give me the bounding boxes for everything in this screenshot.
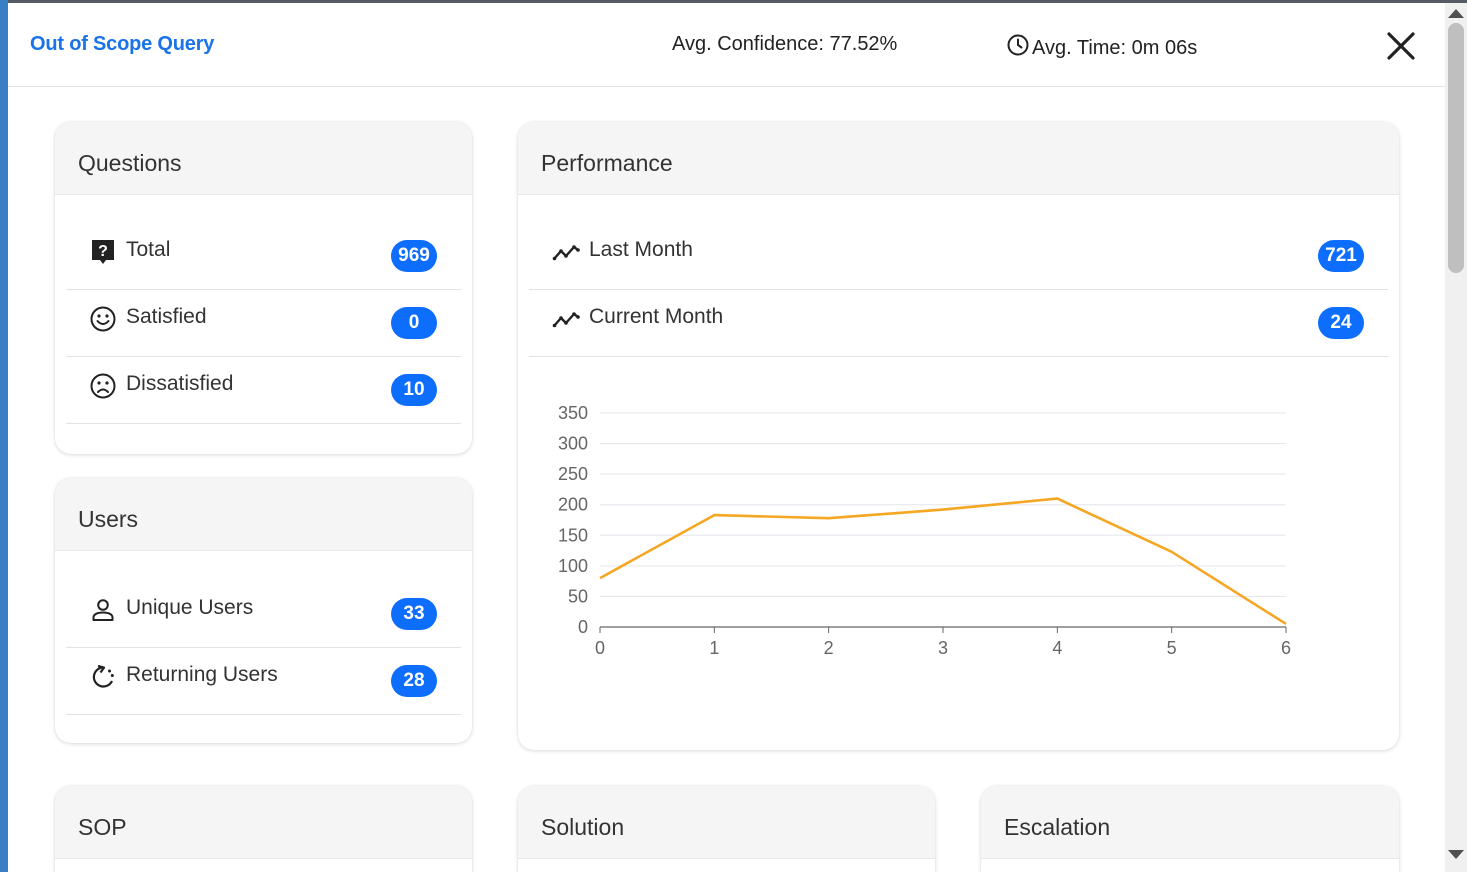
close-icon[interactable] (1384, 29, 1418, 63)
escalation-card: Escalation (981, 786, 1399, 872)
trend-line-icon (551, 304, 581, 334)
list-item-label: Unique Users (126, 596, 254, 619)
y-tick-label: 300 (558, 434, 588, 454)
count-badge: 33 (391, 598, 437, 630)
questions-card-header: Questions (55, 122, 472, 195)
count-badge: 24 (1318, 307, 1364, 339)
scroll-down-arrow-icon[interactable] (1448, 850, 1464, 859)
dialog-header: Out of Scope Query Avg. Confidence: 77.5… (8, 3, 1445, 87)
query-detail-dialog: Out of Scope Query Avg. Confidence: 77.5… (8, 3, 1445, 872)
sop-card-header: SOP (55, 786, 472, 859)
list-item-satisfied: Satisfied 0 (66, 290, 461, 357)
x-tick-label: 1 (709, 638, 719, 658)
y-tick-label: 250 (558, 464, 588, 484)
x-tick-label: 4 (1052, 638, 1062, 658)
users-card: Users Unique Users 33 Returning Users 28 (55, 478, 472, 743)
list-item-last-month: Last Month 721 (529, 223, 1388, 290)
sop-card: SOP (55, 786, 472, 872)
window-top-border (0, 0, 1467, 3)
returning-arrows-icon (88, 662, 118, 692)
dialog-title: Out of Scope Query (30, 33, 215, 55)
list-item-label: Satisfied (126, 305, 207, 328)
y-tick-label: 350 (558, 403, 588, 423)
avg-time-text: Avg. Time: 0m 06s (1032, 36, 1198, 59)
y-tick-label: 100 (558, 556, 588, 576)
smile-face-icon (88, 304, 118, 334)
count-badge: 0 (391, 307, 437, 339)
sad-face-icon (88, 371, 118, 401)
svg-text:?: ? (98, 243, 108, 260)
list-item-returning-users: Returning Users 28 (66, 648, 461, 715)
y-tick-label: 200 (558, 495, 588, 515)
escalation-card-header: Escalation (981, 786, 1399, 859)
list-item-label: Last Month (589, 238, 693, 261)
users-card-header: Users (55, 478, 472, 551)
list-item-unique-users: Unique Users 33 (66, 581, 461, 648)
y-tick-label: 50 (568, 586, 588, 606)
x-tick-label: 6 (1281, 638, 1291, 658)
y-tick-label: 0 (578, 617, 588, 637)
escalation-card-title: Escalation (1004, 814, 1111, 840)
x-tick-label: 2 (824, 638, 834, 658)
count-badge: 721 (1318, 240, 1364, 272)
performance-card: Performance Last Month 721 Current Month… (518, 122, 1399, 750)
list-item-current-month: Current Month 24 (529, 290, 1388, 357)
list-item-label: Current Month (589, 305, 724, 328)
solution-card-title: Solution (541, 814, 625, 840)
avg-time: Avg. Time: 0m 06s (1006, 33, 1197, 63)
questions-card-title: Questions (78, 150, 182, 176)
list-item-label: Returning Users (126, 663, 278, 686)
sop-card-title: SOP (78, 814, 127, 840)
count-badge: 969 (391, 240, 437, 272)
scrollbar-thumb[interactable] (1448, 23, 1464, 273)
solution-card: Solution (518, 786, 935, 872)
performance-card-title: Performance (541, 150, 673, 176)
avg-confidence: Avg. Confidence: 77.52% (672, 33, 898, 55)
users-card-title: Users (78, 506, 139, 532)
solution-card-header: Solution (518, 786, 935, 859)
performance-line-chart: 0 50 100 150 200 250 300 350 0 1 2 3 4 5 6 (558, 403, 1291, 658)
person-icon (88, 595, 118, 625)
list-item-total: ? Total 969 (66, 223, 461, 290)
count-badge: 28 (391, 665, 437, 697)
y-tick-label: 150 (558, 525, 588, 545)
trend-line-icon (551, 237, 581, 267)
x-tick-label: 5 (1167, 638, 1177, 658)
question-box-icon: ? (88, 237, 118, 267)
series-line (599, 497, 1287, 626)
list-item-label: Total (126, 238, 171, 261)
vertical-scrollbar[interactable] (1445, 3, 1467, 872)
x-tick-label: 0 (595, 638, 605, 658)
performance-card-header: Performance (518, 122, 1399, 195)
questions-card: Questions ? Total 969 Satisfied 0 (55, 122, 472, 454)
list-item-dissatisfied: Dissatisfied 10 (66, 357, 461, 424)
x-tick-label: 3 (938, 638, 948, 658)
list-item-label: Dissatisfied (126, 372, 234, 395)
background-window-edge (0, 0, 8, 872)
clock-icon (1006, 33, 1030, 63)
count-badge: 10 (391, 374, 437, 406)
scroll-up-arrow-icon[interactable] (1448, 9, 1464, 18)
